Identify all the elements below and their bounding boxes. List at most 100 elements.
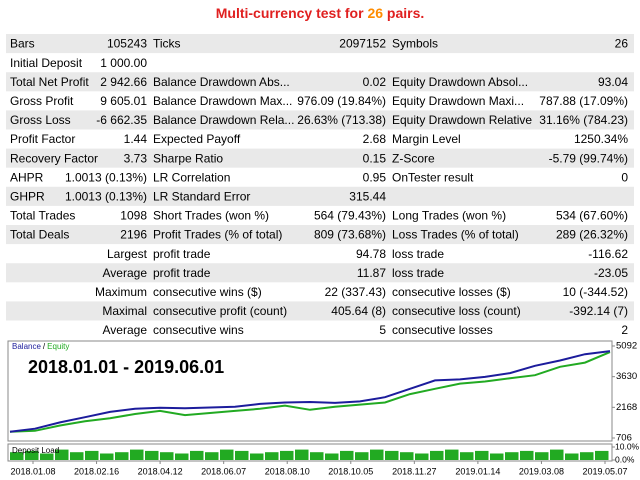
load-bar xyxy=(130,449,144,460)
table-cell: 564 (79.43%) xyxy=(314,209,386,223)
table-cell: Profit Trades (% of total) xyxy=(153,228,282,242)
load-bar xyxy=(145,450,159,460)
table-cell: Maximal xyxy=(102,304,147,318)
table-cell: -23.05 xyxy=(594,266,628,280)
load-bar xyxy=(40,453,54,460)
load-bar xyxy=(160,452,174,460)
table-cell: -116.62 xyxy=(588,247,628,261)
load-bar xyxy=(595,450,609,460)
load-bar xyxy=(460,452,474,460)
table-cell: Balance Drawdown Max... xyxy=(153,94,292,108)
y-tick-label: 706 xyxy=(616,433,632,444)
table-cell: Ticks xyxy=(153,37,181,51)
load-bar xyxy=(370,449,384,460)
table-cell: Gross Loss xyxy=(10,113,71,127)
table-cell: Balance Drawdown Abs... xyxy=(153,75,290,89)
load-bar xyxy=(190,450,204,460)
table-cell: Equity Drawdown Absol... xyxy=(392,75,528,89)
row-band xyxy=(6,72,634,92)
table-cell: loss trade xyxy=(392,247,444,261)
load-bar xyxy=(220,449,234,460)
legend-entry: Balance xyxy=(12,342,41,351)
legend-entry: Equity xyxy=(47,342,69,351)
table-cell: 1.0013 (0.13%) xyxy=(65,190,147,204)
table-cell: consecutive wins ($) xyxy=(153,285,262,299)
table-cell: consecutive profit (count) xyxy=(153,304,287,318)
table-cell: 9 605.01 xyxy=(100,94,147,108)
load-bar xyxy=(400,452,414,460)
table-cell: 976.09 (19.84%) xyxy=(297,94,386,108)
chart-frame xyxy=(7,340,613,442)
load-title: Deposit Load xyxy=(12,446,59,455)
load-bar xyxy=(475,450,489,460)
load-bar xyxy=(70,452,84,460)
table-cell: profit trade xyxy=(153,247,211,261)
x-tick-label: 2018.06.07 xyxy=(201,466,246,476)
load-bar xyxy=(175,453,189,460)
table-cell: Long Trades (won %) xyxy=(392,209,506,223)
table-cell: 22 (337.43) xyxy=(325,285,386,299)
table-cell: 0.02 xyxy=(363,75,387,89)
load-bar xyxy=(295,449,309,460)
table-cell: consecutive losses ($) xyxy=(392,285,511,299)
row-band xyxy=(6,186,634,206)
table-cell: 2 xyxy=(621,323,628,337)
table-cell: 1.0013 (0.13%) xyxy=(65,170,147,184)
title: Multi-currency test for 26 pairs. xyxy=(216,5,425,21)
table-cell: 1 000.00 xyxy=(100,56,147,70)
y-tick-label: 2168 xyxy=(616,402,637,413)
load-bar xyxy=(520,450,534,460)
table-cell: Average xyxy=(103,323,148,337)
load-bar xyxy=(115,452,129,460)
table-cell: Short Trades (won %) xyxy=(153,209,269,223)
table-cell: 0 xyxy=(621,170,628,184)
table-cell: Symbols xyxy=(392,37,438,51)
table-cell: Balance Drawdown Rela... xyxy=(153,113,294,127)
load-bar xyxy=(325,453,339,460)
load-bar xyxy=(550,449,564,460)
table-cell: 31.16% (784.23) xyxy=(539,113,628,127)
table-cell: Total Deals xyxy=(10,228,69,242)
table-cell: Total Net Profit xyxy=(10,75,89,89)
load-bar xyxy=(310,452,324,460)
title-suffix: pairs. xyxy=(387,5,424,21)
table-cell: profit trade xyxy=(153,266,211,280)
table-cell: 405.64 (8) xyxy=(331,304,386,318)
title-text: Multi-currency test for xyxy=(216,5,364,21)
load-bar xyxy=(340,450,354,460)
load-bar xyxy=(505,452,519,460)
table-cell: 315.44 xyxy=(349,190,386,204)
table-cell: 10 (-344.52) xyxy=(563,285,628,299)
table-cell: 0.95 xyxy=(363,170,387,184)
table-cell: -392.14 (7) xyxy=(569,304,628,318)
table-cell: -5.79 (99.74%) xyxy=(549,151,628,165)
table-cell: LR Standard Error xyxy=(153,190,250,204)
table-cell: Bars xyxy=(10,37,35,51)
load-bar xyxy=(10,452,24,460)
row-band xyxy=(6,263,634,283)
y-tick-label: 5092 xyxy=(616,341,637,352)
table-cell: 2.68 xyxy=(363,132,387,146)
load-bar xyxy=(535,452,549,460)
table-cell: 2 942.66 xyxy=(100,75,147,89)
load-bar xyxy=(205,452,219,460)
table-cell: 1250.34% xyxy=(574,132,628,146)
table-cell: Margin Level xyxy=(392,132,461,146)
table-cell: consecutive losses xyxy=(392,323,493,337)
table-cell: Equity Drawdown Maxi... xyxy=(392,94,524,108)
x-tick-label: 2018.04.12 xyxy=(138,466,183,476)
table-cell: Recovery Factor xyxy=(10,151,98,165)
table-cell: Largest xyxy=(107,247,148,261)
table-cell: 289 (26.32%) xyxy=(556,228,628,242)
table-cell: 1098 xyxy=(120,209,147,223)
row-band xyxy=(6,225,634,245)
table-cell: 11.87 xyxy=(357,266,386,280)
y-tick-label: 3630 xyxy=(616,371,637,382)
x-tick-label: 2018.11.27 xyxy=(392,466,436,476)
load-tick-label: 0.0% xyxy=(615,454,635,464)
row-band xyxy=(6,34,634,54)
table-cell: Gross Profit xyxy=(10,94,74,108)
x-tick-label: 2019.03.08 xyxy=(519,466,564,476)
x-tick-label: 2018.08.10 xyxy=(265,466,310,476)
